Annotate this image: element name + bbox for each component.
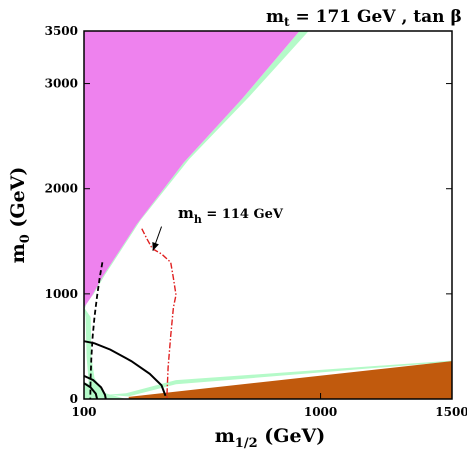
y-tick-label: 0 <box>70 392 78 406</box>
black-solid-inner <box>83 382 99 400</box>
green-band-left-strip <box>84 307 127 399</box>
x-tick-label: 100 <box>71 405 96 419</box>
y-axis-label: m0 (GeV) <box>7 167 33 264</box>
black-solid-outer <box>83 340 167 397</box>
y-tick-label: 3500 <box>45 24 78 38</box>
y-tick-label: 1000 <box>45 287 78 301</box>
axis-ticks: 100 1000 1500 0 1000 2000 3000 3500 <box>45 24 467 419</box>
y-tick-label: 3000 <box>45 77 78 91</box>
mh-annotation: mh = 114 GeV <box>178 204 284 226</box>
magenta-region <box>84 31 300 308</box>
x-tick-label: 1500 <box>435 405 467 419</box>
x-tick-label: 1000 <box>304 405 337 419</box>
contour-curves <box>83 228 177 400</box>
mh-114-contour <box>141 228 177 400</box>
mh-annotation-arrowhead <box>152 242 159 251</box>
green-band-lower <box>107 360 452 397</box>
chart-title: mt = 171 GeV , tan β = 10 , μ > 0 <box>266 7 467 29</box>
black-solid-middle <box>83 374 107 400</box>
x-axis-label: m1/2 (GeV) <box>215 425 326 451</box>
y-tick-label: 2000 <box>45 182 78 196</box>
brown-region <box>128 361 452 399</box>
black-dashed-contour <box>89 262 104 400</box>
plot-frame <box>83 30 453 400</box>
region-fills <box>84 31 452 399</box>
